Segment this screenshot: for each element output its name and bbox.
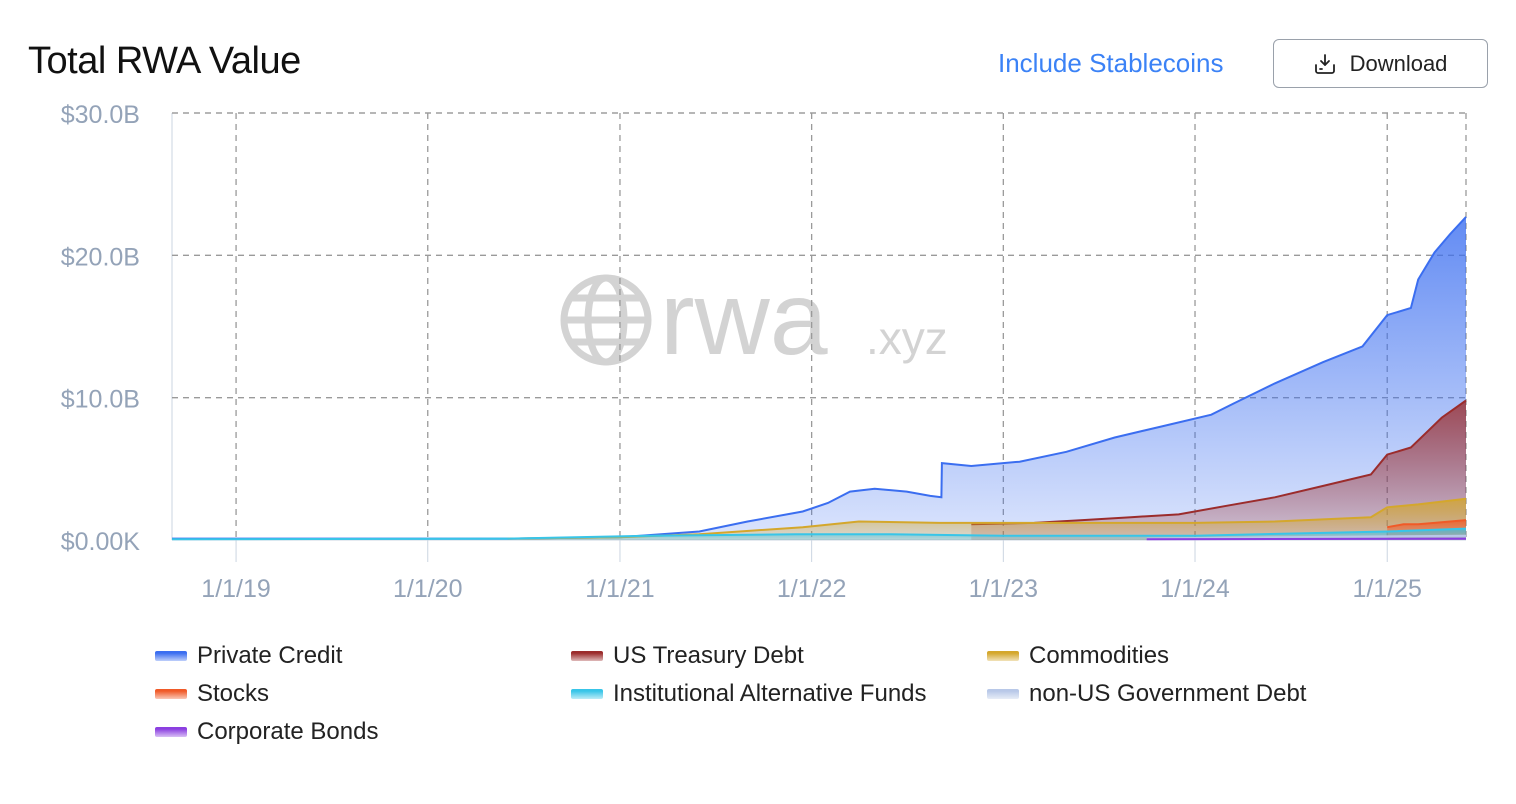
watermark-suffix: .xyz xyxy=(866,312,948,364)
watermark-text: rwa xyxy=(660,261,828,377)
axes: $0.00K $10.0B $20.0B $30.0B 1/1/19 1/1/20 1/1/… xyxy=(61,101,1422,603)
legend-item-non-us-government-debt[interactable]: non-US Government Debt xyxy=(987,680,1306,708)
legend-label: non-US Government Debt xyxy=(1029,680,1307,707)
download-button[interactable]: Download xyxy=(1273,39,1488,88)
x-tick-label: 1/1/20 xyxy=(393,575,463,603)
x-tick-label: 1/1/23 xyxy=(969,575,1039,603)
line-stocks xyxy=(1387,519,1467,529)
legend-item-us-treasury-debt[interactable]: US Treasury Debt xyxy=(571,642,804,670)
x-tick-label: 1/1/24 xyxy=(1160,575,1230,603)
legend-item-institutional-alternative-funds[interactable]: Institutional Alternative Funds xyxy=(571,680,927,708)
legend-swatch xyxy=(571,651,603,661)
legend-label: Stocks xyxy=(197,680,270,707)
y-tick-label: $10.0B xyxy=(61,386,140,414)
line-institutional-alternative-funds xyxy=(171,527,1467,541)
legend-label: Commodities xyxy=(1029,642,1170,669)
x-tick-label: 1/1/25 xyxy=(1352,575,1422,603)
legend-item-stocks[interactable]: Stocks xyxy=(155,680,269,708)
legend-item-corporate-bonds[interactable]: Corporate Bonds xyxy=(155,718,378,746)
download-label: Download xyxy=(1349,50,1448,76)
legend-swatch xyxy=(987,689,1019,699)
area-us-treasury-debt xyxy=(971,400,1466,540)
legend-label: Corporate Bonds xyxy=(197,718,379,745)
x-tick-label: 1/1/21 xyxy=(585,575,655,603)
globe-icon xyxy=(560,274,652,366)
legend-swatch xyxy=(987,651,1019,661)
x-tick-label: 1/1/22 xyxy=(777,575,847,603)
legend-item-commodities[interactable]: Commodities xyxy=(987,642,1169,670)
legend-swatch xyxy=(155,689,187,699)
line-non-us-government-debt xyxy=(1146,534,1467,540)
legend-item-private-credit[interactable]: Private Credit xyxy=(155,642,342,670)
page-title: Total RWA Value xyxy=(28,40,301,82)
area-private-credit xyxy=(172,216,1466,540)
line-private-credit xyxy=(172,216,1467,540)
y-tick-label: $0.00K xyxy=(61,528,141,556)
line-commodities xyxy=(507,497,1467,540)
legend-swatch xyxy=(155,727,187,737)
line-corporate-bonds xyxy=(1146,537,1467,541)
legend-swatch xyxy=(155,651,187,661)
x-tick-label: 1/1/19 xyxy=(201,575,271,603)
line-us-treasury-debt xyxy=(971,399,1467,526)
area-commodities xyxy=(507,498,1467,540)
y-tick-label: $20.0B xyxy=(61,243,140,271)
series-areas xyxy=(171,216,1467,541)
include-stablecoins-toggle[interactable]: Include Stablecoins xyxy=(998,48,1224,78)
legend-label: Private Credit xyxy=(197,642,343,669)
legend-swatch xyxy=(571,689,603,699)
legend-label: Institutional Alternative Funds xyxy=(613,680,927,707)
download-icon xyxy=(1314,53,1336,75)
y-tick-label: $30.0B xyxy=(61,101,140,129)
legend-label: US Treasury Debt xyxy=(613,642,804,669)
watermark: rwa .xyz xyxy=(560,261,948,377)
